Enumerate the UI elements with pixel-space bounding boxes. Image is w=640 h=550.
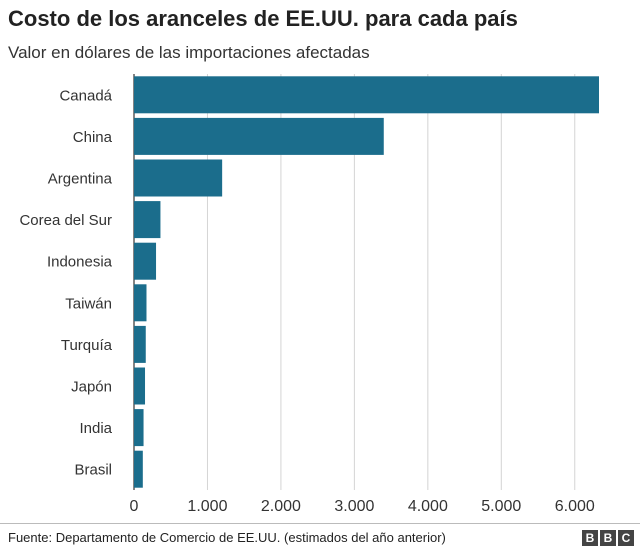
bar (134, 409, 144, 447)
bar (134, 201, 161, 239)
bars (134, 76, 599, 488)
chart-subtitle: Valor en dólares de las importaciones af… (8, 43, 370, 62)
category-label: China (73, 129, 113, 146)
x-tick-label: 3.000 (334, 498, 374, 515)
category-label: Brasil (74, 462, 112, 479)
category-label: Taiwán (65, 295, 112, 312)
category-label: Turquía (61, 337, 113, 354)
chart-title: Costo de los aranceles de EE.UU. para ca… (8, 6, 518, 31)
x-tick-labels: 0 1.000 2.000 3.000 4.000 5.000 6.000 (130, 498, 595, 515)
category-label: Japón (71, 379, 112, 396)
footer-divider (0, 523, 640, 524)
bar (134, 450, 143, 488)
category-labels: Canadá China Argentina Corea del Sur Indones… (19, 87, 112, 478)
x-tick-label: 2.000 (261, 498, 301, 515)
grid-lines (133, 74, 576, 490)
x-tick-label: 0 (130, 498, 139, 515)
source-note: Fuente: Departamento de Comercio de EE.U… (8, 530, 446, 545)
bbc-logo: B B C (582, 530, 634, 546)
bar (134, 325, 146, 363)
x-tick-label: 1.000 (187, 498, 227, 515)
category-label: Corea del Sur (19, 212, 112, 229)
bar (134, 117, 384, 155)
bar (134, 76, 599, 114)
bar (134, 242, 157, 280)
x-tick-label: 6.000 (555, 498, 595, 515)
category-label: Canadá (59, 87, 112, 104)
x-tick-label: 5.000 (481, 498, 521, 515)
logo-block: B (582, 530, 598, 546)
bar (134, 367, 146, 405)
bar (134, 159, 223, 197)
x-tick-label: 4.000 (408, 498, 448, 515)
category-label: India (79, 420, 112, 437)
category-label: Argentina (48, 171, 113, 188)
logo-block: B (600, 530, 616, 546)
logo-block: C (618, 530, 634, 546)
bar-chart: Canadá China Argentina Corea del Sur Indones… (19, 74, 599, 515)
category-label: Indonesia (47, 254, 113, 271)
bar (134, 284, 147, 322)
